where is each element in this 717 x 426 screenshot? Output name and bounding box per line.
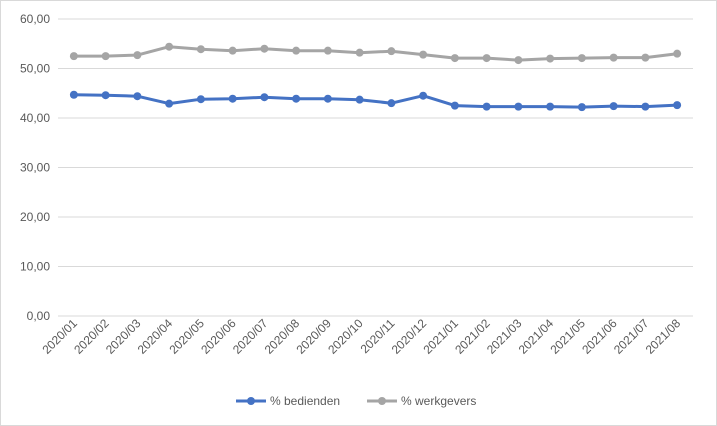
data-point <box>228 46 237 55</box>
data-point <box>355 95 364 104</box>
data-point <box>387 99 396 108</box>
data-point <box>450 54 459 63</box>
data-point <box>196 95 205 104</box>
series-group <box>69 42 682 112</box>
data-point <box>482 54 491 63</box>
data-point <box>323 94 332 103</box>
legend-item: % bedienden <box>236 394 340 408</box>
series-line <box>73 93 678 109</box>
legend-label: % werkgevers <box>401 394 476 408</box>
data-point <box>292 94 301 103</box>
x-tick-label: 2021/08 <box>643 316 684 357</box>
data-point <box>133 92 142 101</box>
legend: % bedienden % werkgevers <box>236 394 476 408</box>
data-point <box>323 46 332 55</box>
data-point <box>577 103 586 112</box>
x-axis-ticks: 2020/012020/022020/032020/042020/052020/… <box>39 316 683 357</box>
y-tick-label: 30,00 <box>20 161 50 175</box>
data-point <box>482 102 491 111</box>
data-point <box>260 93 269 102</box>
gridlines <box>58 18 693 317</box>
data-point <box>101 52 110 61</box>
y-axis-ticks: 0,00 10,00 20,00 30,00 40,00 50,00 60,00 <box>20 12 50 323</box>
data-point <box>577 54 586 63</box>
y-tick-label: 10,00 <box>20 260 50 274</box>
data-point <box>419 50 428 59</box>
legend-swatch-marker <box>247 397 255 405</box>
y-tick-label: 0,00 <box>27 309 51 323</box>
data-point <box>165 99 174 108</box>
data-point <box>228 94 237 103</box>
data-point <box>641 53 650 62</box>
legend-swatch-marker <box>378 397 386 405</box>
data-point <box>69 90 78 99</box>
y-tick-label: 50,00 <box>20 62 50 76</box>
x-tick-label: 2020/10 <box>325 316 366 357</box>
legend-label: % bedienden <box>270 394 340 408</box>
data-point <box>514 56 523 65</box>
y-tick-label: 20,00 <box>20 210 50 224</box>
data-point <box>546 54 555 63</box>
data-point <box>673 101 682 110</box>
series-werkgevers <box>69 42 682 65</box>
data-point <box>355 48 364 57</box>
data-point <box>514 102 523 111</box>
data-point <box>609 53 618 62</box>
y-tick-label: 40,00 <box>20 111 50 125</box>
data-point <box>546 102 555 111</box>
series-bedienden <box>69 90 682 112</box>
data-point <box>69 52 78 61</box>
data-point <box>165 42 174 51</box>
data-point <box>292 46 301 55</box>
legend-item: % werkgevers <box>367 394 476 408</box>
data-point <box>101 91 110 100</box>
data-point <box>450 101 459 110</box>
series-line <box>73 45 678 62</box>
data-point <box>673 49 682 58</box>
data-point <box>133 51 142 60</box>
data-point <box>641 102 650 111</box>
data-point <box>419 91 428 100</box>
data-point <box>387 47 396 56</box>
y-tick-label: 60,00 <box>20 12 50 26</box>
data-point <box>260 44 269 53</box>
data-point <box>196 45 205 54</box>
data-point <box>609 102 618 111</box>
